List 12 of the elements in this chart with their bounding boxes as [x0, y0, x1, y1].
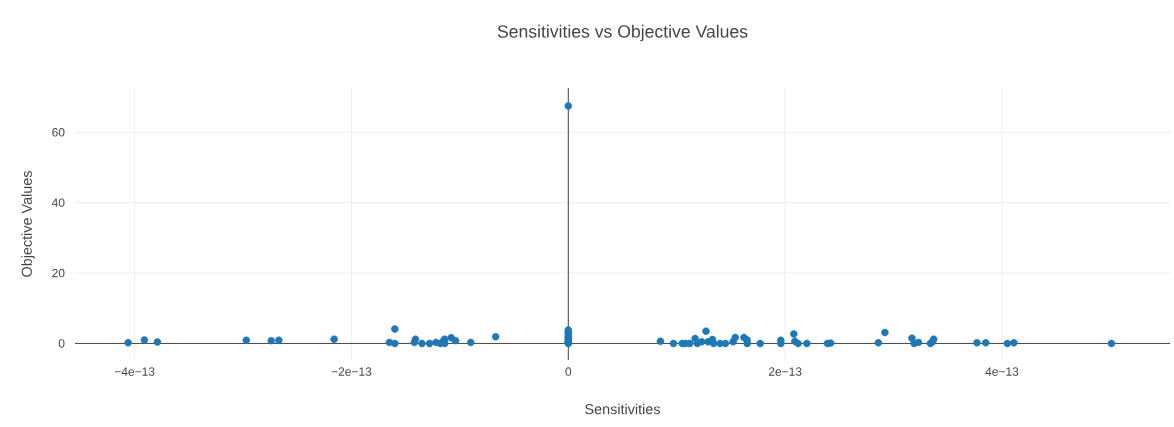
x-tick-label: 2e−13	[768, 367, 802, 376]
x-axis-title: Sensitivities	[585, 403, 661, 415]
y-axis-title: Objective Values	[21, 171, 35, 277]
y-tick-label: 0	[58, 339, 65, 348]
y-tick-label: 40	[51, 198, 65, 207]
y-tick-label: 60	[52, 128, 65, 137]
y-tick-label: 20	[52, 268, 65, 278]
x-tick-label: 0	[565, 367, 572, 376]
chart-title: Sensitivities vs Objective Values	[497, 24, 748, 42]
x-tick-label: −2e−13	[331, 367, 372, 376]
x-tick-label: 4e−13	[985, 367, 1019, 376]
x-tick-label: −4e−13	[114, 367, 155, 376]
